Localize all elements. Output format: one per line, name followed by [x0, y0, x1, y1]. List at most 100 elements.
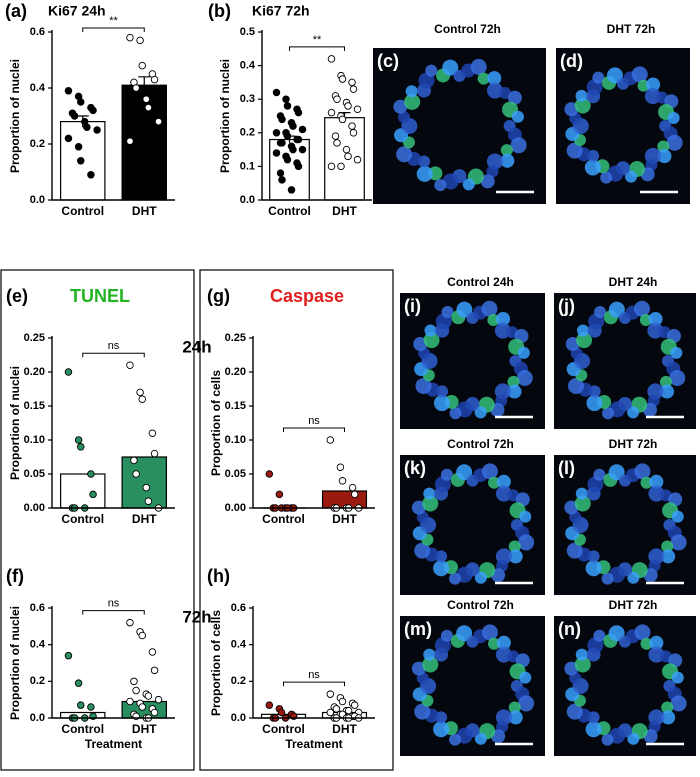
- data-point: [77, 99, 84, 106]
- data-point: [155, 118, 162, 125]
- data-point: [290, 146, 297, 153]
- data-point: [295, 109, 302, 116]
- y-axis-label: Proportion of nuclei: [8, 606, 22, 720]
- data-point: [137, 37, 144, 44]
- data-point: [279, 116, 286, 123]
- panel-label: (d): [560, 51, 583, 71]
- data-point: [75, 680, 82, 687]
- data-point: [127, 619, 134, 626]
- data-point: [71, 113, 78, 120]
- x-tick-label: DHT: [132, 722, 157, 736]
- data-point: [277, 170, 284, 177]
- image-caption: DHT 72h: [607, 22, 656, 36]
- data-point: [145, 498, 152, 505]
- data-point: [145, 693, 152, 700]
- bar: [122, 457, 166, 508]
- y-tick-label: 0.2: [30, 138, 45, 150]
- x-tick-label: DHT: [132, 512, 157, 526]
- data-point: [151, 667, 158, 674]
- data-point: [139, 396, 146, 403]
- cell-nucleus: [449, 734, 461, 746]
- cell-nucleus: [512, 111, 524, 123]
- timepoint-label: 72h: [182, 607, 211, 626]
- significance-label: **: [109, 15, 118, 27]
- y-tick-label: 0.2: [30, 675, 45, 687]
- y-tick-label: 0.4: [231, 639, 247, 651]
- y-tick-label: 0.0: [240, 194, 255, 206]
- data-point: [343, 146, 350, 153]
- data-point: [327, 691, 334, 698]
- y-tick-label: 0.05: [225, 468, 246, 480]
- x-tick-label: DHT: [332, 722, 357, 736]
- data-point: [145, 104, 152, 111]
- significance-bracket: [284, 682, 345, 686]
- data-point: [266, 471, 273, 478]
- data-point: [143, 484, 150, 491]
- data-point: [88, 471, 95, 478]
- data-point: [65, 135, 72, 142]
- y-tick-label: 0.4: [30, 82, 46, 94]
- significance-bracket: [284, 428, 345, 432]
- data-point: [88, 704, 95, 711]
- data-point: [339, 116, 346, 123]
- y-tick-label: 0.25: [225, 332, 246, 344]
- cell-nucleus: [434, 179, 446, 191]
- data-point: [137, 389, 144, 396]
- data-point: [334, 140, 341, 147]
- y-tick-label: 0.6: [231, 602, 246, 614]
- data-point: [338, 163, 345, 170]
- data-point: [94, 127, 101, 134]
- data-point: [351, 491, 358, 498]
- panel-label: (n): [558, 619, 581, 639]
- y-tick-label: 0.6: [30, 602, 45, 614]
- image-caption: DHT 24h: [609, 275, 658, 289]
- y-tick-label: 0.05: [24, 468, 45, 480]
- cell-nucleus: [602, 734, 614, 746]
- panel-label: (j): [558, 296, 575, 316]
- image-caption: DHT 72h: [609, 437, 658, 451]
- data-point: [349, 79, 356, 86]
- data-point: [350, 130, 357, 137]
- data-point: [339, 76, 346, 83]
- data-point: [284, 133, 291, 140]
- data-point: [328, 56, 335, 63]
- chart-title: Ki67 72h: [252, 3, 310, 19]
- x-tick-label: Control: [262, 722, 305, 736]
- data-point: [345, 103, 352, 110]
- cell-nucleus: [600, 172, 612, 184]
- data-point: [133, 471, 140, 478]
- data-point: [276, 491, 283, 498]
- data-point: [155, 696, 162, 703]
- data-point: [90, 491, 97, 498]
- significance-label: ns: [108, 340, 120, 352]
- data-point: [88, 172, 95, 179]
- data-point: [75, 437, 82, 444]
- significance-bracket: [83, 611, 145, 615]
- y-tick-label: 0.4: [30, 639, 46, 651]
- data-point: [284, 103, 291, 110]
- image-caption: Control 24h: [447, 275, 514, 289]
- data-point: [127, 362, 134, 369]
- panel-label: (k): [404, 458, 426, 478]
- significance-bracket: [290, 47, 345, 51]
- data-point: [266, 702, 273, 709]
- cell-nucleus: [586, 560, 602, 576]
- y-tick-label: 0.00: [24, 502, 45, 514]
- data-point: [65, 369, 72, 376]
- data-point: [90, 107, 97, 114]
- data-point: [65, 652, 72, 659]
- data-point: [354, 156, 361, 163]
- data-point: [349, 123, 356, 130]
- y-tick-label: 0.0: [30, 194, 45, 206]
- data-point: [284, 156, 291, 163]
- data-point: [127, 698, 134, 705]
- data-point: [337, 464, 344, 471]
- data-point: [328, 109, 335, 116]
- significance-bracket: [83, 353, 145, 357]
- data-point: [84, 124, 91, 131]
- panel-label: (l): [558, 458, 575, 478]
- data-point: [327, 437, 334, 444]
- data-point: [133, 687, 140, 694]
- data-point: [295, 136, 302, 143]
